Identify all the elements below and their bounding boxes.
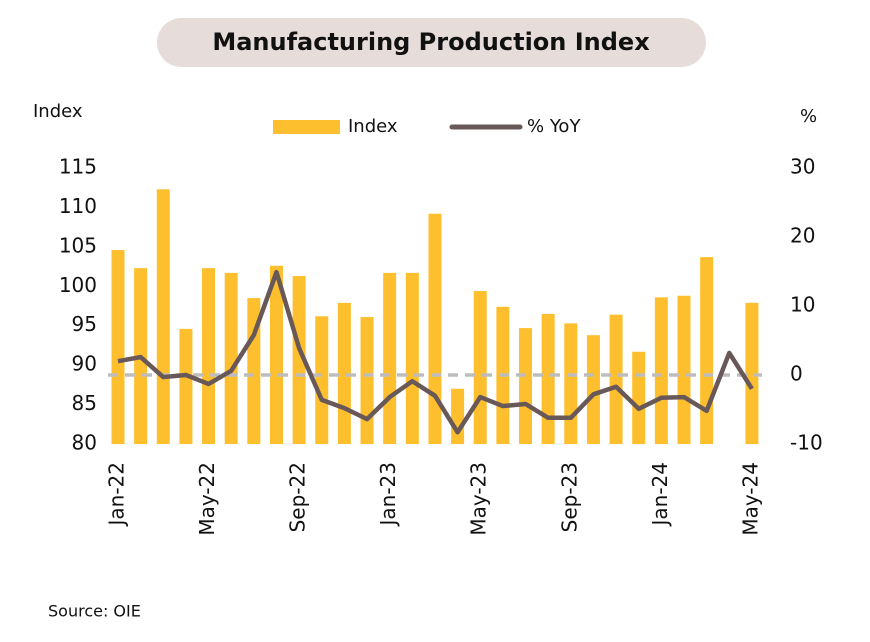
x-tick-label: May-24 [738, 462, 762, 536]
bar [428, 213, 442, 444]
y-tick-label: 85 [72, 391, 97, 415]
bar [269, 265, 283, 444]
x-tick-label: Jan-22 [105, 462, 129, 528]
bar [677, 295, 691, 444]
legend-label: % YoY [527, 116, 581, 137]
bar [586, 335, 600, 444]
bar [700, 257, 714, 444]
bar [247, 298, 261, 444]
bar [654, 297, 668, 444]
bar [405, 272, 419, 444]
bar [315, 316, 329, 444]
title-pill [157, 18, 706, 67]
legend-label: Index [348, 116, 398, 137]
bar [383, 272, 397, 444]
x-tick-label: Sep-22 [286, 462, 310, 532]
y-tick-label: 110 [59, 194, 97, 218]
bar [473, 291, 487, 444]
x-tick-label: May-23 [467, 462, 491, 536]
y-tick-label: 115 [59, 155, 97, 179]
y-tick-label: 90 [72, 352, 97, 376]
y2-tick-label: 0 [790, 362, 803, 386]
legend-swatch [273, 120, 340, 134]
bar [156, 189, 170, 444]
bar [519, 328, 533, 444]
bar [224, 272, 238, 444]
y-tick-label: 100 [59, 273, 97, 297]
y2-tick-label: 10 [790, 293, 815, 317]
x-tick-label: Jan-24 [648, 462, 672, 528]
bar [292, 276, 306, 444]
y-tick-label: 105 [59, 233, 97, 257]
bar [451, 388, 465, 444]
bar [111, 250, 125, 444]
y-tick-label: 95 [72, 312, 97, 336]
x-tick-label: Jan-23 [376, 462, 400, 528]
line [117, 269, 754, 435]
bar [609, 314, 623, 444]
bar [202, 268, 216, 444]
y2-tick-label: -10 [790, 431, 823, 455]
chart-title: Manufacturing Production Index [212, 28, 650, 56]
bar [360, 317, 374, 444]
y2-axis-label: % [800, 106, 817, 127]
bar [179, 328, 193, 444]
x-tick-label: May-22 [195, 462, 219, 536]
y2-tick-label: 30 [790, 155, 815, 179]
y-tick-label: 80 [72, 431, 97, 455]
source: Source: OIE [48, 602, 141, 621]
x-tick-label: Sep-23 [557, 462, 581, 532]
bar [632, 351, 646, 444]
bar [745, 302, 759, 444]
y-axis-label: Index [33, 101, 83, 122]
bar [541, 313, 555, 444]
bar [564, 323, 578, 444]
y2-tick-label: 20 [790, 224, 815, 248]
